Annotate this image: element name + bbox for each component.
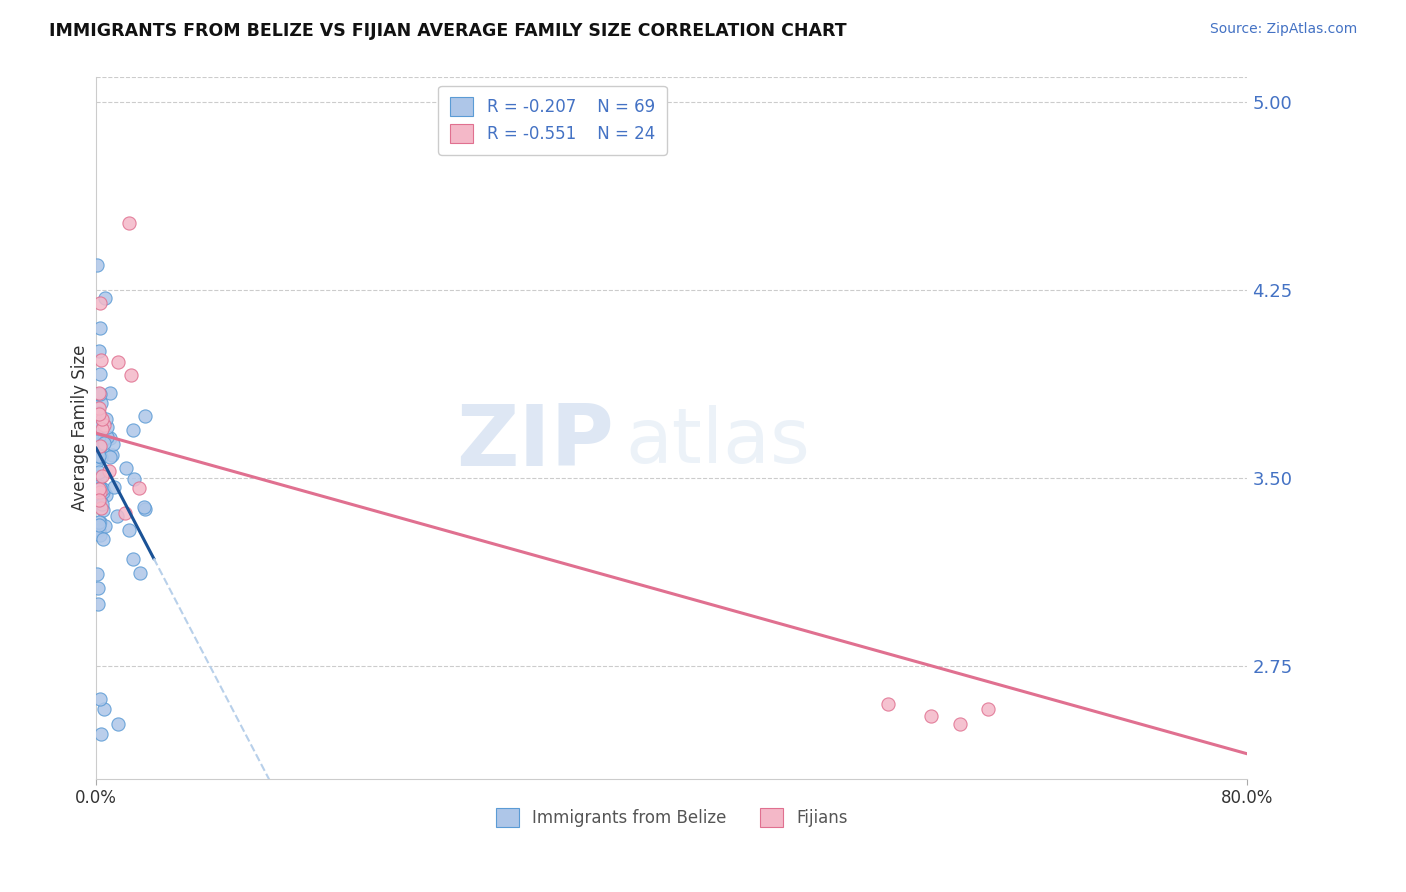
Point — [87, 406, 110, 420]
Point — [86, 469, 108, 483]
Point — [87, 515, 110, 529]
Point — [103, 437, 125, 451]
Point — [90, 422, 112, 436]
Point — [89, 321, 111, 335]
Point — [89, 439, 111, 453]
Point — [91, 412, 114, 426]
Point — [89, 479, 111, 493]
Point — [98, 450, 121, 464]
Point — [86, 434, 108, 448]
Point — [96, 420, 118, 434]
Point — [89, 483, 111, 497]
Point — [86, 597, 108, 611]
Point — [87, 523, 110, 537]
Point — [87, 493, 110, 508]
Point — [90, 450, 112, 464]
Point — [86, 386, 108, 401]
Point — [107, 716, 129, 731]
Point — [94, 291, 117, 305]
Point — [89, 440, 111, 454]
Point — [876, 697, 898, 711]
Point — [114, 506, 136, 520]
Point — [93, 482, 115, 496]
Point — [90, 353, 112, 368]
Point — [93, 702, 115, 716]
Point — [90, 417, 112, 432]
Point — [87, 411, 110, 425]
Point — [89, 484, 111, 499]
Point — [87, 485, 110, 500]
Point — [87, 520, 110, 534]
Point — [89, 449, 111, 463]
Point — [89, 296, 111, 310]
Point — [122, 552, 145, 566]
Point — [87, 581, 110, 595]
Point — [122, 472, 145, 486]
Point — [90, 396, 112, 410]
Point — [115, 461, 138, 475]
Point — [89, 492, 111, 507]
Point — [134, 501, 156, 516]
Point — [118, 523, 141, 537]
Point — [91, 497, 114, 511]
Point — [90, 727, 112, 741]
Point — [91, 485, 114, 500]
Point — [87, 344, 110, 359]
Point — [98, 431, 121, 445]
Point — [87, 401, 110, 416]
Point — [86, 454, 108, 468]
Point — [134, 500, 156, 514]
Point — [89, 367, 111, 381]
Point — [118, 216, 141, 230]
Point — [103, 480, 125, 494]
Point — [93, 532, 115, 546]
Point — [89, 528, 111, 542]
Y-axis label: Average Family Size: Average Family Size — [72, 345, 89, 511]
Point — [129, 566, 152, 580]
Point — [91, 417, 114, 431]
Text: Source: ZipAtlas.com: Source: ZipAtlas.com — [1209, 22, 1357, 37]
Point — [949, 716, 972, 731]
Text: ZIP: ZIP — [457, 401, 614, 483]
Point — [93, 417, 115, 432]
Point — [90, 501, 112, 516]
Point — [86, 566, 108, 581]
Point — [105, 508, 128, 523]
Point — [93, 432, 115, 446]
Point — [89, 517, 111, 532]
Point — [89, 387, 111, 401]
Point — [93, 519, 115, 533]
Point — [87, 429, 110, 443]
Point — [91, 502, 114, 516]
Point — [86, 450, 108, 464]
Point — [89, 482, 111, 496]
Text: IMMIGRANTS FROM BELIZE VS FIJIAN AVERAGE FAMILY SIZE CORRELATION CHART: IMMIGRANTS FROM BELIZE VS FIJIAN AVERAGE… — [49, 22, 846, 40]
Legend: Immigrants from Belize, Fijians: Immigrants from Belize, Fijians — [489, 802, 855, 834]
Point — [96, 430, 118, 444]
Point — [86, 258, 108, 272]
Point — [89, 480, 111, 494]
Point — [91, 469, 114, 483]
Point — [89, 516, 111, 530]
Point — [94, 487, 117, 501]
Point — [100, 448, 122, 462]
Point — [87, 407, 110, 421]
Point — [98, 464, 121, 478]
Point — [920, 709, 942, 723]
Point — [134, 409, 156, 423]
Point — [94, 411, 117, 425]
Point — [89, 470, 111, 484]
Point — [120, 368, 142, 382]
Point — [121, 423, 143, 437]
Point — [87, 386, 110, 401]
Point — [89, 691, 111, 706]
Point — [977, 702, 1000, 716]
Point — [93, 436, 115, 450]
Point — [128, 481, 150, 495]
Point — [89, 465, 111, 479]
Point — [86, 421, 108, 435]
Point — [98, 386, 121, 401]
Point — [107, 355, 129, 369]
Text: atlas: atlas — [626, 405, 811, 479]
